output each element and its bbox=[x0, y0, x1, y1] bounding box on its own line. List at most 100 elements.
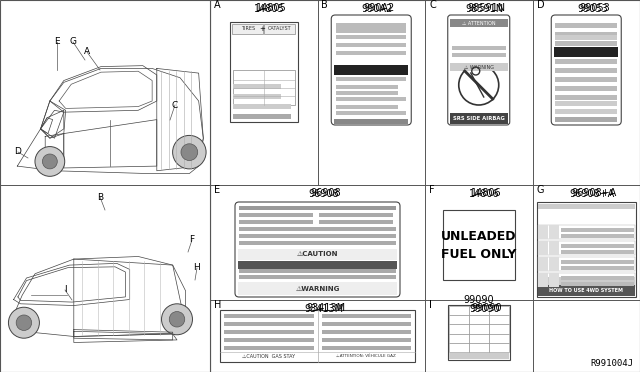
Circle shape bbox=[42, 154, 58, 169]
Bar bbox=[321, 338, 411, 342]
Bar bbox=[233, 84, 281, 89]
Bar bbox=[622, 276, 634, 280]
Text: A: A bbox=[84, 48, 90, 57]
Circle shape bbox=[16, 315, 31, 330]
Bar bbox=[556, 23, 617, 28]
Bar bbox=[561, 244, 632, 248]
Bar bbox=[468, 324, 489, 334]
Circle shape bbox=[35, 147, 65, 176]
Text: B: B bbox=[321, 0, 328, 10]
Bar bbox=[449, 315, 468, 324]
Polygon shape bbox=[40, 101, 66, 138]
Bar bbox=[334, 65, 408, 75]
Text: C: C bbox=[429, 0, 436, 10]
Text: G: G bbox=[536, 185, 544, 195]
Text: H: H bbox=[194, 263, 200, 273]
Bar bbox=[238, 261, 397, 269]
Bar bbox=[224, 330, 314, 334]
Text: E: E bbox=[54, 38, 60, 46]
Bar bbox=[561, 282, 632, 286]
Polygon shape bbox=[18, 267, 125, 302]
Bar bbox=[449, 343, 468, 352]
Circle shape bbox=[8, 307, 40, 338]
Bar bbox=[556, 41, 617, 46]
Bar bbox=[561, 250, 632, 254]
Bar bbox=[556, 32, 617, 37]
Text: I: I bbox=[429, 300, 432, 310]
Bar bbox=[561, 228, 632, 232]
Text: ⚠CAUTION: ⚠CAUTION bbox=[297, 251, 339, 257]
Bar bbox=[450, 19, 508, 27]
Circle shape bbox=[459, 65, 499, 105]
Bar bbox=[538, 225, 635, 239]
Bar bbox=[449, 334, 468, 343]
Bar bbox=[238, 282, 397, 295]
Text: B: B bbox=[97, 192, 103, 202]
Polygon shape bbox=[13, 263, 130, 305]
Bar bbox=[536, 202, 636, 297]
Bar bbox=[220, 310, 415, 362]
Bar bbox=[561, 266, 632, 270]
Polygon shape bbox=[50, 66, 157, 112]
Bar bbox=[561, 260, 632, 264]
Bar bbox=[233, 70, 295, 105]
Text: 99090: 99090 bbox=[472, 303, 502, 313]
Text: D: D bbox=[536, 0, 544, 10]
Text: 93413M: 93413M bbox=[306, 303, 345, 313]
Text: I: I bbox=[64, 285, 67, 295]
Circle shape bbox=[161, 304, 193, 335]
Bar bbox=[450, 63, 508, 71]
Bar bbox=[489, 343, 509, 352]
Text: SRS SIDE AIRBAG: SRS SIDE AIRBAG bbox=[453, 116, 505, 121]
Bar bbox=[538, 273, 635, 287]
Bar bbox=[321, 322, 411, 326]
Bar bbox=[489, 315, 509, 324]
Bar bbox=[548, 241, 559, 255]
Polygon shape bbox=[74, 259, 186, 337]
Bar bbox=[556, 59, 617, 64]
Polygon shape bbox=[40, 118, 52, 134]
Bar bbox=[556, 68, 617, 73]
Bar bbox=[232, 24, 263, 34]
Bar bbox=[336, 51, 406, 55]
Bar bbox=[489, 306, 509, 315]
Bar bbox=[239, 269, 396, 273]
Polygon shape bbox=[74, 330, 173, 340]
Bar bbox=[233, 114, 291, 119]
Circle shape bbox=[169, 311, 185, 327]
Bar bbox=[224, 346, 314, 350]
Bar bbox=[556, 117, 617, 122]
Bar bbox=[336, 85, 398, 89]
Text: F: F bbox=[189, 235, 195, 244]
Bar bbox=[622, 250, 634, 254]
Bar bbox=[336, 27, 406, 31]
Bar bbox=[538, 257, 547, 271]
Bar bbox=[238, 249, 397, 260]
Bar bbox=[336, 91, 398, 95]
Text: 14805: 14805 bbox=[257, 3, 287, 13]
Bar bbox=[622, 234, 634, 238]
Bar bbox=[538, 273, 547, 287]
Polygon shape bbox=[74, 331, 177, 343]
Bar bbox=[556, 101, 617, 106]
Bar bbox=[224, 314, 314, 318]
Bar bbox=[321, 314, 411, 318]
Text: 96908: 96908 bbox=[310, 188, 341, 198]
Text: R991004J: R991004J bbox=[590, 359, 633, 368]
Bar bbox=[321, 346, 411, 350]
Polygon shape bbox=[59, 71, 152, 109]
Text: E: E bbox=[214, 185, 220, 195]
Text: UNLEADED
FUEL ONLY: UNLEADED FUEL ONLY bbox=[441, 230, 516, 260]
Bar bbox=[561, 234, 632, 238]
Bar bbox=[538, 225, 547, 239]
Bar bbox=[452, 46, 506, 50]
Bar bbox=[554, 47, 618, 57]
Bar bbox=[548, 273, 559, 287]
Bar bbox=[336, 29, 406, 33]
Text: HOW TO USE 4WD SYSTEM: HOW TO USE 4WD SYSTEM bbox=[549, 288, 623, 293]
Bar bbox=[239, 241, 396, 245]
Circle shape bbox=[173, 135, 206, 169]
Text: 96908: 96908 bbox=[308, 189, 339, 199]
Text: 93413M: 93413M bbox=[304, 304, 343, 314]
Bar bbox=[264, 24, 295, 34]
